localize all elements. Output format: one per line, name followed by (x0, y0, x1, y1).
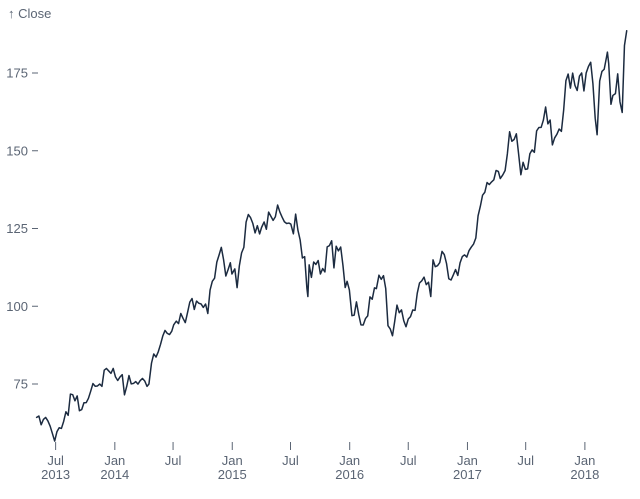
x-tick-label-year: 2014 (100, 467, 129, 482)
y-tick-label: 100 (6, 299, 28, 314)
x-tick-label-month: Jul (282, 453, 299, 468)
x-tick-label-month: Jul (517, 453, 534, 468)
x-tick-label-year: 2017 (453, 467, 482, 482)
y-tick-label: 125 (6, 221, 28, 236)
y-tick-label: 150 (6, 143, 28, 158)
x-tick-label-month: Jan (104, 453, 125, 468)
y-axis-title: ↑ Close (8, 6, 52, 21)
x-tick-label-month: Jan (339, 453, 360, 468)
x-tick-label-year: 2018 (570, 467, 599, 482)
x-tick-label-month: Jan (222, 453, 243, 468)
x-tick-label-year: 2013 (41, 467, 70, 482)
x-tick-label-year: 2015 (218, 467, 247, 482)
x-tick-label-month: Jan (457, 453, 478, 468)
x-tick-label-month: Jul (47, 453, 64, 468)
close-price-line (35, 29, 628, 442)
x-tick-label-month: Jan (574, 453, 595, 468)
y-tick-label: 175 (6, 66, 28, 81)
x-tick-label-month: Jul (165, 453, 182, 468)
y-tick-label: 75 (14, 377, 28, 392)
x-tick-label-month: Jul (400, 453, 417, 468)
x-tick-label-year: 2016 (335, 467, 364, 482)
